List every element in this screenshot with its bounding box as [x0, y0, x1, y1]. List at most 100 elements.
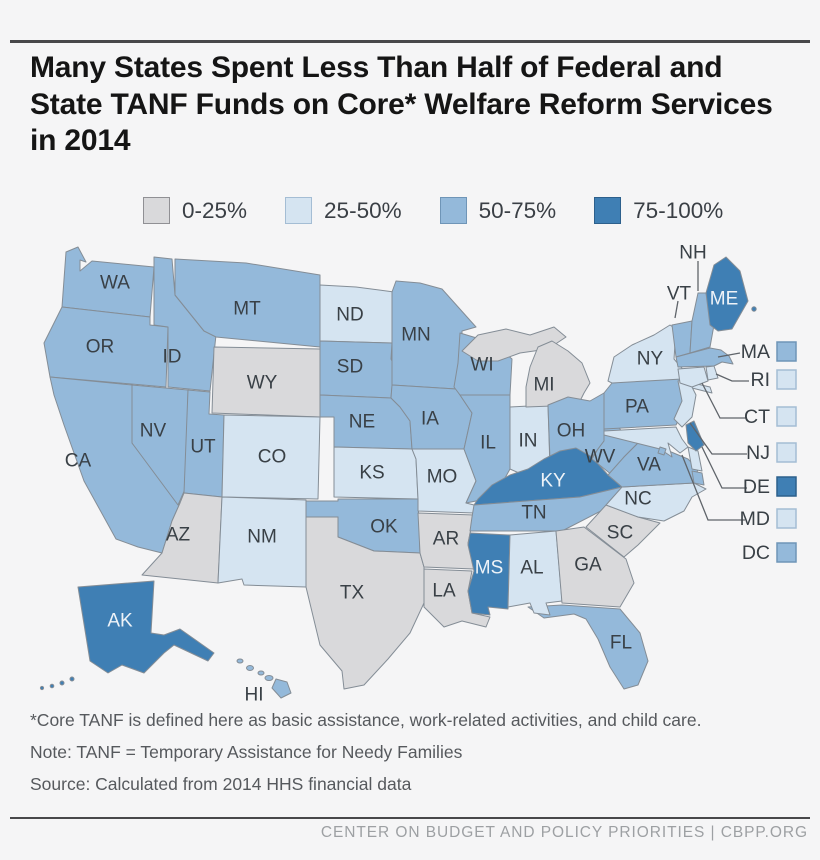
state-label-tn: TN: [521, 503, 546, 524]
state-co: [221, 414, 321, 500]
us-choropleth-map: MA RI CT NJ DE MD DC WA OR CA NV ID MT WY UT CO A…: [20, 235, 800, 715]
callout-swatch-ct: [776, 406, 797, 427]
state-label-mi: MI: [533, 375, 554, 396]
state-label-mt: MT: [233, 299, 261, 320]
legend-item-0-25: 0-25%: [143, 197, 247, 224]
state-mt: [174, 258, 321, 348]
state-label-nc: NC: [624, 489, 651, 510]
state-label-nv: NV: [140, 421, 167, 442]
callout-label-nj: NJ: [746, 442, 770, 464]
legend-item-75-100: 75-100%: [594, 197, 723, 224]
callout-line-vt: [674, 300, 679, 319]
callout-swatch-md: [776, 508, 797, 529]
callout-swatch-dc: [776, 542, 797, 563]
state-label-va: VA: [637, 455, 661, 476]
legend-label-0-25: 0-25%: [182, 197, 248, 223]
state-label-pa: PA: [625, 397, 649, 418]
legend-label-25-50: 25-50%: [324, 197, 402, 223]
state-label-hi: HI: [245, 685, 264, 706]
state-label-in: IN: [519, 431, 538, 452]
state-va-eastern-shore: [691, 470, 705, 486]
state-label-ks: KS: [359, 463, 384, 484]
state-ak-aleutian-2: [59, 680, 65, 686]
state-ak-aleutian-4: [39, 685, 45, 691]
callout-label-md: MD: [740, 508, 770, 530]
state-label-nh: NH: [679, 243, 706, 264]
state-ak: [77, 580, 215, 674]
state-label-wv: WV: [585, 447, 616, 468]
state-label-wy: WY: [247, 373, 278, 394]
page-title: Many States Spent Less Than Half of Fede…: [30, 51, 773, 158]
state-label-il: IL: [480, 433, 496, 454]
footnote-tanf: Note: TANF = Temporary Assistance for Ne…: [30, 742, 463, 762]
legend-item-25-50: 25-50%: [285, 197, 402, 224]
callout-line-ma: [717, 352, 741, 358]
state-label-ky: KY: [540, 471, 566, 492]
state-label-wa: WA: [100, 273, 130, 294]
state-ma: [675, 347, 734, 368]
callout-label-ct: CT: [744, 406, 770, 428]
callout-labels: MA RI CT NJ DE MD DC: [740, 341, 797, 564]
state-label-ms: MS: [475, 558, 504, 579]
state-ri: [705, 365, 719, 381]
state-label-mn: MN: [401, 325, 431, 346]
state-dc: [657, 446, 667, 456]
callout-swatch-nj: [776, 442, 797, 463]
state-label-al: AL: [520, 558, 543, 579]
callout-line-md: [681, 454, 745, 521]
state-shapes: [39, 246, 757, 699]
footer-divider: [10, 817, 810, 819]
state-ak-aleutian-3: [49, 683, 55, 689]
state-ct: [677, 366, 709, 388]
state-mi-upper: [461, 326, 567, 362]
state-label-ne: NE: [349, 412, 375, 433]
state-de: [685, 420, 705, 452]
callout-line-ri: [715, 373, 749, 382]
state-ak-aleutian-1: [69, 676, 75, 682]
state-label-me: ME: [710, 289, 739, 310]
callout-swatch-de: [776, 476, 797, 497]
state-nc: [605, 482, 707, 522]
state-label-vt: VT: [667, 284, 692, 305]
callout-label-ri: RI: [751, 369, 771, 391]
state-id: [153, 256, 217, 392]
state-fl: [527, 604, 649, 690]
legend: 0-25% 25-50% 50-75% 75-100%: [143, 197, 723, 224]
state-la: [423, 568, 491, 628]
state-labels: WA OR CA NV ID MT WY UT CO AZ NM TX OK KS NE SD ND MN IA MO…: [65, 243, 738, 706]
callout-label-de: DE: [743, 476, 770, 498]
footnotes: *Core TANF is defined here as basic assi…: [30, 710, 790, 806]
state-label-mo: MO: [427, 467, 458, 488]
state-tn: [469, 486, 629, 532]
state-label-or: OR: [86, 337, 115, 358]
state-label-sd: SD: [337, 357, 363, 378]
state-vt: [671, 320, 693, 358]
state-label-wi: WI: [470, 355, 493, 376]
state-nv: [131, 384, 189, 506]
state-me: [705, 256, 749, 332]
state-label-fl: FL: [610, 633, 632, 654]
state-label-ok: OK: [370, 517, 398, 538]
legend-swatch-50-75: [439, 197, 467, 224]
callout-swatch-ri: [776, 369, 797, 390]
legend-swatch-25-50: [285, 197, 313, 224]
callout-label-ma: MA: [741, 341, 770, 363]
callout-label-dc: DC: [742, 542, 770, 564]
state-nm: [217, 496, 307, 588]
callout-line-ct: [701, 382, 747, 419]
legend-label-50-75: 50-75%: [478, 197, 557, 223]
state-ga: [555, 526, 635, 608]
state-hi-island-4: [264, 675, 274, 681]
state-label-ca: CA: [65, 451, 92, 472]
state-or: [43, 306, 169, 388]
state-hi-island-2: [246, 665, 254, 671]
state-label-oh: OH: [557, 421, 586, 442]
state-hi-island-3: [257, 670, 265, 676]
state-label-az: AZ: [166, 525, 191, 546]
state-label-ny: NY: [637, 349, 664, 370]
state-label-id: ID: [163, 347, 182, 368]
legend-item-50-75: 50-75%: [439, 197, 557, 224]
state-label-ar: AR: [433, 529, 459, 550]
footnote-source: Source: Calculated from 2014 HHS financi…: [30, 774, 412, 794]
top-divider: [10, 40, 810, 43]
